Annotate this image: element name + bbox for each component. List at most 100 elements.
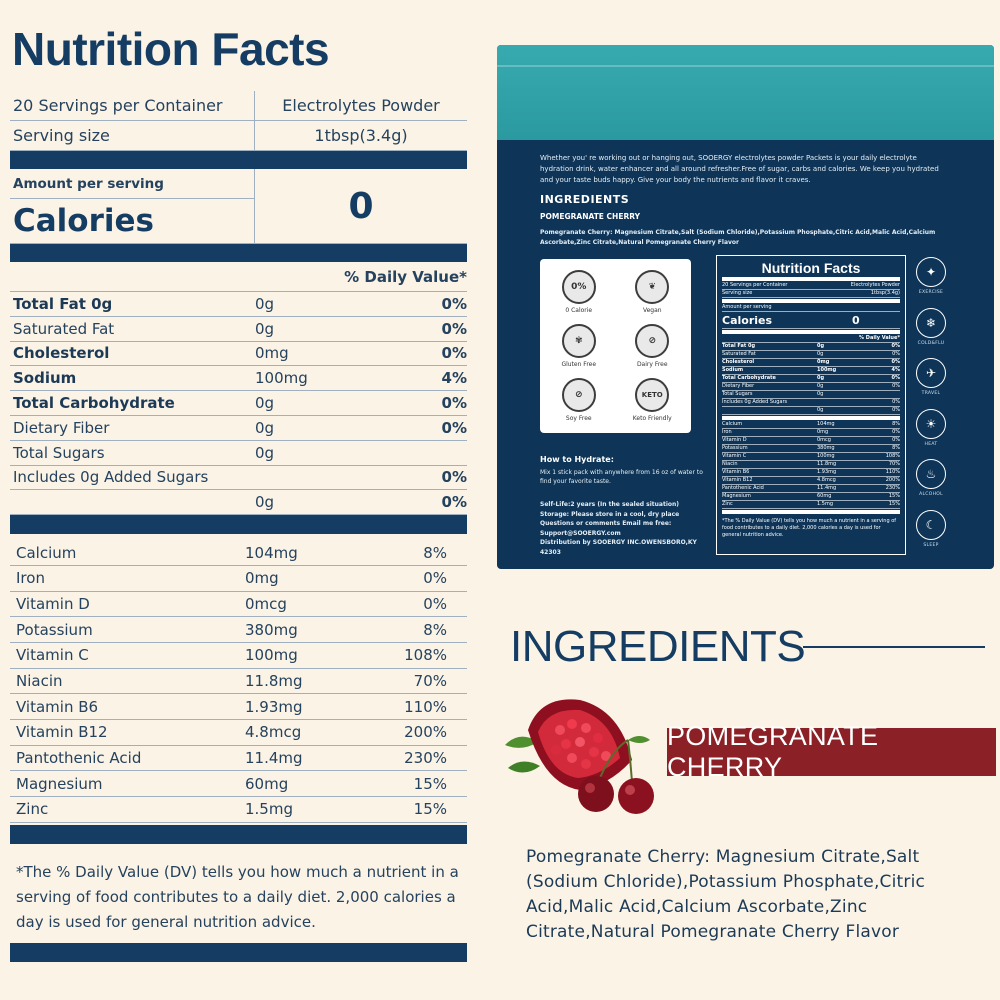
mini-nutrient-daily-value: 0% (891, 343, 901, 349)
bottom-divider-bar (10, 943, 467, 962)
divider-bar (10, 151, 467, 169)
mini-nutrient-daily-value: 4% (891, 367, 901, 373)
vitamin-amount: 104mg (245, 543, 298, 562)
badge-label: Keto Friendly (632, 415, 672, 422)
vitamin-row: Iron 0mg 0% (10, 566, 467, 592)
mini-nutrient-name: Cholesterol (722, 359, 755, 365)
badge-item: ✾ Gluten Free (542, 319, 616, 373)
nutrient-amount: 0g (255, 418, 275, 437)
vitamins-list: Calcium 104mg 8% Iron 0mg 0% Vitamin D 0mcg 0% Po… (10, 534, 467, 823)
nutrient-daily-value: 0% (441, 319, 467, 338)
mini-vitamin-row: Zinc 1.5mg 15% (722, 501, 900, 509)
mini-vitamin-row: Potassium 380mg 8% (722, 445, 900, 453)
mini-vitamin-amount: 1.93mg (817, 469, 837, 475)
mini-vitamin-name: Vitamin D (722, 437, 747, 443)
vitamin-name: Vitamin B12 (16, 723, 108, 742)
mini-dv-header: % Daily Value* (859, 335, 900, 341)
mini-bar (722, 416, 900, 420)
nutrient-daily-value: 0% (441, 394, 467, 413)
mini-vitamin-daily-value: 230% (885, 485, 900, 491)
daily-value-footnote: *The % Daily Value (DV) tells you how mu… (16, 863, 459, 931)
mini-nutrient-daily-value: 0% (892, 351, 900, 357)
vitamin-amount: 11.8mg (245, 671, 303, 690)
use-case-item: ✦ EXERCISE (913, 257, 949, 308)
badge-label: 0 Calorie (565, 307, 593, 314)
nutrient-name: Includes 0g Added Sugars (13, 468, 209, 487)
mini-nutrient-daily-value: 0% (892, 383, 900, 389)
mini-dv-row: % Daily Value* (722, 335, 900, 343)
vitamin-daily-value: 0% (423, 569, 447, 588)
mini-nutrient-row: Total Fat 0g 0g 0% (722, 343, 900, 351)
vitamin-name: Calcium (16, 543, 77, 562)
vitamin-row: Magnesium 60mg 15% (10, 771, 467, 798)
mini-vitamin-row: Vitamin C 100mg 108% (722, 453, 900, 461)
use-case-label: HEAT (924, 441, 938, 447)
daily-value-header: % Daily Value* (10, 262, 467, 292)
travel-icon: ✈ (916, 358, 946, 388)
vitamin-name: Zinc (16, 800, 49, 819)
mini-nutrient-row: Dietary Fiber 0g 0% (722, 383, 900, 391)
product-type: Electrolytes Powder (282, 96, 440, 115)
package-ingredients-heading: INGREDIENTS (540, 193, 630, 206)
vitamin-daily-value: 8% (423, 620, 447, 639)
vitamin-daily-value: 15% (413, 774, 447, 793)
pomegranate-cherry-image (505, 699, 654, 814)
nutrient-row: Dietary Fiber 0g 0% (10, 416, 467, 441)
mini-nutrient-daily-value: 0% (892, 407, 900, 413)
leaf-icon (505, 736, 540, 773)
badges-panel: 0% 0 Calorie ❦ Vegan ✾ Gluten Free ⊘ Dairy Free… (540, 259, 691, 433)
mini-vitamin-amount: 4.8mcg (817, 477, 836, 483)
mini-vitamin-name: Calcium (722, 421, 743, 427)
mini-nutrient-amount: 0g (817, 407, 824, 413)
vitamin-amount: 380mg (245, 620, 298, 639)
zero-calorie-icon: 0% (561, 270, 596, 304)
calories-block: Amount per serving Calories 0 (10, 169, 467, 244)
vitamin-name: Iron (16, 569, 45, 588)
product-package: Whether you' re working out or hanging o… (497, 45, 994, 569)
mini-vitamin-name: Niacin (722, 461, 738, 467)
mini-vitamin-amount: 1.5mg (817, 501, 833, 507)
mini-facts-list: Total Fat 0g 0g 0% Saturated Fat 0g 0% Cholest… (722, 343, 900, 415)
vitamin-amount: 0mcg (245, 594, 287, 613)
mini-serving-size-row: Serving size 1tbsp(3.4g) (722, 290, 900, 298)
mini-title: Nutrition Facts (761, 260, 861, 276)
calories-value: 0 (348, 185, 374, 227)
vitamin-name: Pantothenic Acid (16, 749, 142, 768)
mini-vitamin-name: Potassium (722, 445, 748, 451)
keto-friendly-icon: KETO (635, 378, 670, 412)
nutrient-amount: 0mg (255, 344, 289, 363)
mini-amount-row: Amount per serving (722, 304, 900, 312)
nutrient-amount: 0g (255, 394, 275, 413)
nutrient-daily-value: 0% (441, 418, 467, 437)
mini-servings: 20 Servings per Container (722, 282, 788, 288)
nutrition-facts-title: Nutrition Facts (12, 23, 330, 75)
badge-label: Soy Free (565, 415, 592, 422)
mini-nutrient-row: Sodium 100mg 4% (722, 367, 900, 375)
use-case-item: ❄ COLD&FLU (913, 307, 949, 359)
heat-icon: ☀ (916, 408, 946, 439)
nutrient-name: Cholesterol (13, 344, 110, 363)
mini-vitamin-row: Vitamin B12 4.8mcg 200% (722, 477, 900, 485)
vitamin-row: Potassium 380mg 8% (10, 617, 467, 643)
nutrient-row: Total Fat 0g 0g 0% (10, 292, 467, 317)
vitamin-name: Vitamin C (16, 646, 89, 665)
vitamin-daily-value: 110% (404, 697, 447, 716)
nutrient-daily-value: 0% (441, 294, 467, 313)
nutrient-name: Total Sugars (13, 443, 105, 462)
mini-vitamin-name: Iron (722, 429, 732, 435)
mini-nutrient-amount: 0g (817, 383, 824, 389)
vitamin-row: Vitamin D 0mcg 0% (10, 592, 467, 618)
mini-calories-value: 0 (852, 313, 860, 327)
mini-bar (722, 510, 900, 514)
mini-nutrient-amount: 0g (817, 391, 824, 397)
badge-item: 0% 0 Calorie (542, 265, 616, 319)
vitamin-daily-value: 0% (423, 594, 447, 613)
mini-footnote: *The % Daily Value (DV) tells you how mu… (722, 518, 897, 538)
vitamin-amount: 11.4mg (245, 749, 303, 768)
mini-vitamin-amount: 60mg (817, 493, 832, 499)
gluten-free-icon: ✾ (561, 324, 596, 358)
mini-nutrient-amount: 0g (817, 375, 825, 381)
mini-calories-row: Calories 0 (722, 312, 900, 329)
mini-nutrient-daily-value: 0% (891, 359, 901, 365)
use-case-item: ☀ HEAT (913, 408, 949, 460)
